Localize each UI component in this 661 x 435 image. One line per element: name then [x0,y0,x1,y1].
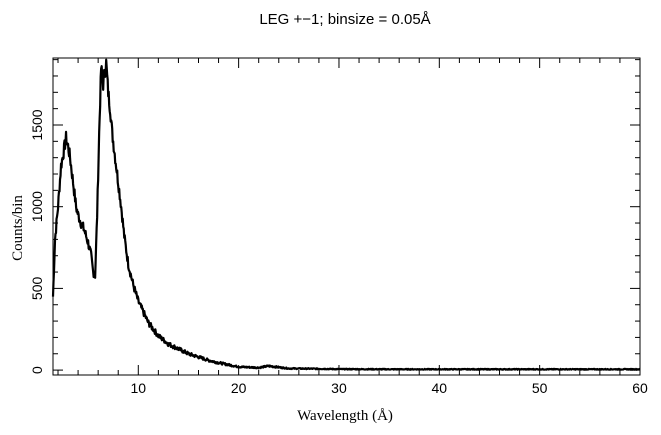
x-tick-label: 50 [532,380,548,396]
x-tick-label: 60 [632,380,648,396]
chart-title: LEG +−1; binsize = 0.05Å [259,11,430,28]
axis-ticks [53,58,641,375]
plot-frame [52,57,641,376]
spectrum-line [51,58,641,371]
y-axis-label: Counts/bin [10,195,26,261]
x-tick-label: 40 [432,380,448,396]
x-tick-label: 30 [331,380,347,396]
y-tick-label: 500 [29,277,45,301]
x-tick-labels: 10 20 30 40 50 60 [131,380,648,396]
x-tick-label: 20 [231,380,247,396]
y-tick-label: 1500 [29,109,45,140]
y-tick-label: 1000 [29,191,45,222]
x-axis-label: Wavelength (Å) [297,408,393,424]
y-tick-labels: 0 500 1000 1500 [29,109,45,374]
x-tick-label: 10 [131,380,147,396]
y-tick-label: 0 [29,366,45,374]
